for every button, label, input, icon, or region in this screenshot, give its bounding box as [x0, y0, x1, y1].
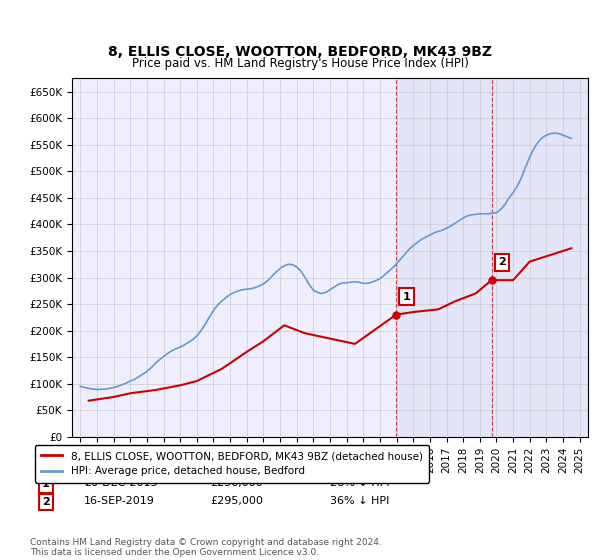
Text: 2: 2: [498, 257, 506, 267]
Bar: [396, 78, 491, 437]
Legend: 8, ELLIS CLOSE, WOOTTON, BEDFORD, MK43 9BZ (detached house), HPI: Average price,: 8, ELLIS CLOSE, WOOTTON, BEDFORD, MK43 9…: [35, 445, 429, 483]
Text: Price paid vs. HM Land Registry's House Price Index (HPI): Price paid vs. HM Land Registry's House …: [131, 57, 469, 70]
Text: 28% ↓ HPI: 28% ↓ HPI: [330, 478, 389, 488]
Text: 16-SEP-2019: 16-SEP-2019: [84, 496, 155, 506]
Text: 2: 2: [42, 497, 50, 507]
Text: 36% ↓ HPI: 36% ↓ HPI: [330, 496, 389, 506]
Text: 1: 1: [42, 479, 50, 489]
Bar: [491, 78, 588, 437]
Text: 8, ELLIS CLOSE, WOOTTON, BEDFORD, MK43 9BZ: 8, ELLIS CLOSE, WOOTTON, BEDFORD, MK43 9…: [108, 45, 492, 59]
Text: £230,000: £230,000: [210, 478, 263, 488]
Text: £295,000: £295,000: [210, 496, 263, 506]
Text: 20-DEC-2013: 20-DEC-2013: [84, 478, 157, 488]
Text: Contains HM Land Registry data © Crown copyright and database right 2024.
This d: Contains HM Land Registry data © Crown c…: [30, 538, 382, 557]
Text: 1: 1: [403, 292, 410, 302]
